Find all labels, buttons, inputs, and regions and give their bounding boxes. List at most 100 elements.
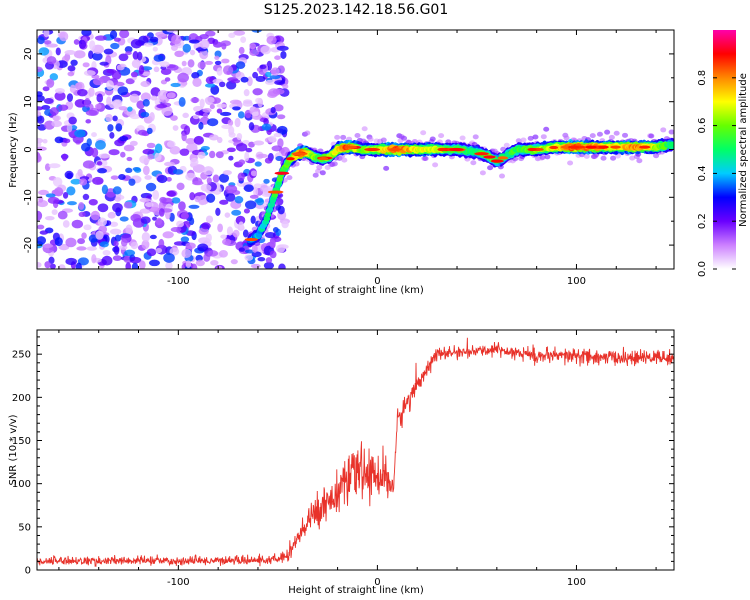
noise-blob (89, 40, 96, 51)
noise-blob (206, 177, 212, 185)
noise-blob (96, 93, 104, 103)
noise-blob (119, 30, 130, 39)
noise-blob (62, 192, 69, 199)
noise-blob (125, 167, 133, 174)
snr-series-line (37, 337, 674, 567)
noise-blob (155, 217, 163, 226)
noise-blob (83, 224, 92, 231)
noise-blob (130, 71, 139, 78)
noise-blob (37, 262, 42, 268)
noise-blob (169, 247, 180, 256)
noise-blob (207, 250, 219, 257)
colorbar-bar (713, 30, 736, 269)
noise-blob (73, 50, 86, 59)
ridge-halo (312, 172, 319, 178)
noise-blob (166, 176, 172, 182)
noise-blob (120, 151, 126, 158)
noise-blob (108, 149, 120, 156)
noise-blob (195, 259, 205, 267)
noise-blob (138, 64, 145, 75)
noise-blob (102, 249, 111, 256)
noise-blob (139, 260, 146, 269)
noise-blob (140, 80, 151, 88)
noise-blob (58, 104, 69, 111)
noise-blob (137, 129, 148, 136)
noise-blob (85, 109, 98, 116)
noise-blob (157, 89, 169, 100)
noise-blob (123, 201, 133, 209)
noise-blob (228, 32, 236, 39)
noise-blob (85, 119, 92, 124)
noise-blob (49, 263, 56, 269)
noise-blob (59, 31, 69, 42)
noise-blob (190, 97, 200, 103)
noise-blob (112, 186, 122, 195)
y-tick-label: 0 (23, 146, 34, 152)
ridge-halo (472, 134, 479, 140)
noise-blob (230, 79, 241, 84)
noise-blob (181, 248, 192, 258)
noise-blob (140, 216, 151, 224)
noise-blob (88, 234, 98, 243)
noise-blob (188, 39, 200, 44)
ridge-hotspot (437, 147, 448, 152)
noise-blob (48, 256, 55, 264)
noise-blob (159, 61, 170, 68)
noise-blob (191, 72, 200, 79)
ridge-halo (422, 156, 429, 162)
noise-blob (210, 84, 220, 95)
noise-blob (66, 124, 73, 133)
noise-blob (37, 66, 43, 73)
noise-blob (197, 61, 206, 69)
noise-blob (145, 182, 157, 192)
noise-blob (278, 263, 286, 269)
noise-blob (171, 197, 181, 204)
noise-blob (123, 144, 135, 152)
noise-blob (182, 112, 189, 118)
ridge-halo (367, 136, 374, 142)
noise-blob (73, 39, 80, 45)
noise-blob (152, 216, 158, 221)
colorbar-tick-label: 0.6 (697, 118, 708, 134)
noise-blob (177, 72, 189, 83)
noise-blob (144, 202, 154, 208)
noise-blob (200, 184, 212, 192)
noise-blob (250, 170, 258, 177)
ridge-halo (520, 137, 527, 143)
noise-blob (67, 201, 77, 206)
noise-blob (146, 248, 157, 257)
noise-blob (214, 60, 222, 65)
noise-blob (129, 93, 140, 103)
ridge-hotspot (610, 145, 621, 149)
noise-blob (86, 246, 98, 251)
snr-x-label: Height of straight line (km) (288, 585, 424, 596)
noise-blob (212, 41, 223, 48)
y-tick-label: -20 (23, 237, 34, 253)
ridge-halo (438, 133, 445, 139)
noise-blob (42, 243, 54, 248)
noise-blob (226, 147, 236, 153)
noise-blob (146, 142, 156, 149)
noise-blob (255, 204, 265, 210)
noise-blob (253, 140, 265, 146)
noise-blob (91, 132, 97, 138)
noise-blob (195, 110, 205, 116)
noise-blob (264, 231, 276, 239)
noise-blob (142, 71, 151, 77)
noise-blob (55, 47, 61, 56)
ridge-halo (600, 155, 607, 161)
colorbar-tick-label: 0.8 (697, 70, 708, 86)
ridge-halo (636, 158, 643, 164)
noise-blob (250, 263, 261, 269)
noise-blob (153, 54, 164, 62)
ridge-halo (515, 138, 522, 144)
noise-blob (202, 108, 212, 113)
noise-blob (185, 242, 196, 250)
noise-blob (110, 175, 119, 180)
ridge-halo (668, 129, 674, 135)
noise-blob (131, 262, 139, 269)
noise-blob (141, 239, 150, 250)
noise-blob (49, 73, 59, 81)
noise-blob (114, 196, 121, 202)
